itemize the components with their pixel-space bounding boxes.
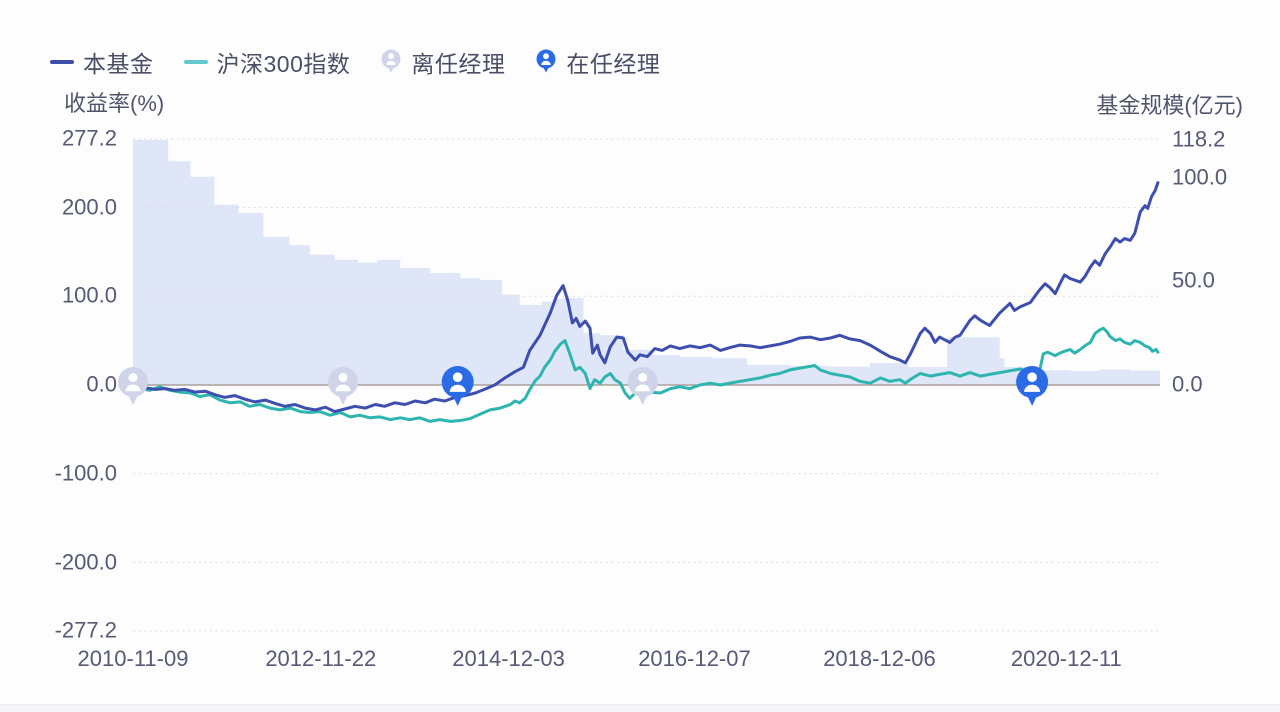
- legend-label: 沪深300指数: [216, 51, 351, 77]
- right-axis-tick: 118.2: [1172, 126, 1226, 152]
- x-axis-tick: 2014-12-03: [452, 646, 565, 671]
- current-manager-pin-icon: [535, 49, 557, 75]
- manager-pin-departed[interactable]: [327, 367, 358, 405]
- right-axis-tick: 0.0: [1172, 371, 1203, 397]
- left-axis-tick: 100.0: [61, 282, 117, 308]
- departed-manager-pin-icon: [380, 49, 402, 75]
- left-axis-tick: -277.2: [54, 617, 117, 643]
- fund-line: [131, 181, 1160, 414]
- right-axis-tick: 100.0: [1172, 164, 1228, 190]
- left-axis-tick: -100.0: [54, 460, 117, 486]
- x-axis-tick: 2016-12-07: [638, 646, 751, 671]
- legend-label: 在任经理: [566, 51, 661, 77]
- manager-pin-current[interactable]: [1016, 366, 1049, 406]
- manager-pin-current[interactable]: [441, 366, 474, 406]
- legend-item-fund[interactable]: 本基金: [50, 45, 154, 79]
- left-axis-tick: 277.2: [61, 125, 117, 151]
- legend-label: 离任经理: [411, 51, 506, 77]
- left-axis-tick: 200.0: [61, 193, 117, 219]
- right-axis-tick: 50.0: [1172, 267, 1215, 293]
- left-axis-tick: -200.0: [54, 548, 117, 574]
- page-bottom-divider: [0, 704, 1280, 712]
- manager-pin-departed[interactable]: [627, 367, 658, 405]
- left-axis-title: 收益率(%): [64, 91, 165, 116]
- x-axis-tick: 2012-11-22: [265, 646, 377, 671]
- x-axis-tick: 2010-11-09: [77, 646, 189, 671]
- right-axis-title: 基金规模(亿元): [1096, 93, 1243, 118]
- left-axis-tick: 0.0: [86, 371, 117, 397]
- benchmark-line: [131, 326, 1160, 423]
- x-axis-tick: 2018-12-06: [823, 646, 936, 671]
- legend-item-departed-manager[interactable]: 离任经理: [380, 45, 505, 79]
- x-axis-tick: 2020-12-11: [1010, 646, 1122, 671]
- benchmark-line-swatch-icon: [183, 60, 208, 64]
- chart-legend: 本基金 沪深300指数 离任经理 在任经理: [50, 45, 660, 79]
- fund-line-swatch-icon: [50, 60, 74, 64]
- manager-pin-departed[interactable]: [118, 367, 148, 405]
- legend-item-csi300[interactable]: 沪深300指数: [183, 45, 351, 79]
- fund-size-area: [133, 140, 1160, 385]
- legend-item-current-manager[interactable]: 在任经理: [535, 45, 660, 79]
- legend-label: 本基金: [83, 51, 154, 77]
